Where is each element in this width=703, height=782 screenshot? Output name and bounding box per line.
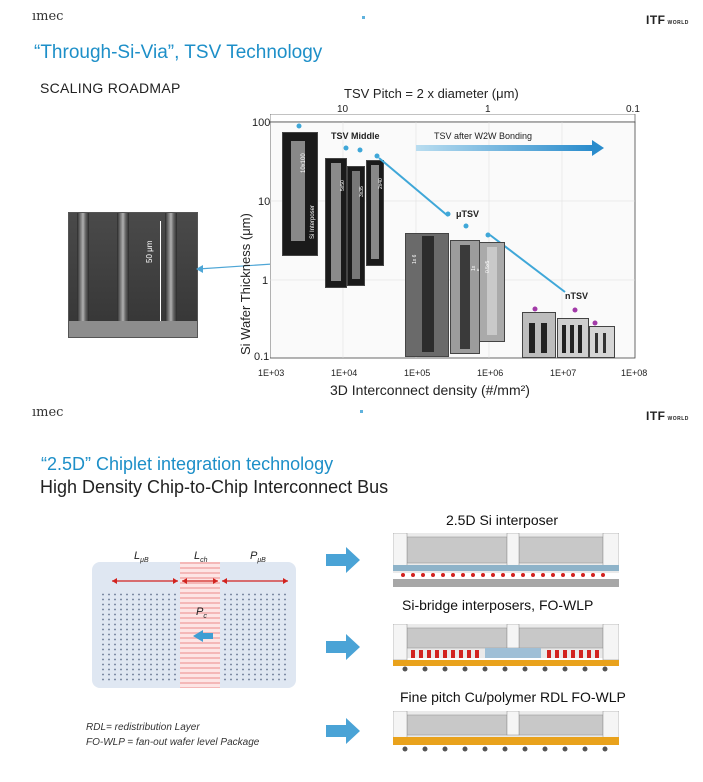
itf-logo-text-2: ITF (646, 409, 666, 423)
bus-dimension-lines (112, 578, 288, 642)
scale-bar (160, 221, 161, 321)
img-e-label: 1x 6 (412, 254, 418, 264)
bus-right-bumps (222, 592, 288, 682)
l-ch-label: Lch (194, 550, 208, 564)
arrow-3 (326, 718, 360, 744)
y-tick-10: 10 (258, 196, 271, 208)
x-tick-1e5: 1E+05 (404, 368, 431, 378)
x-tick-1e7: 1E+07 (550, 368, 577, 378)
caption-si-bridge: Si-bridge interposers, FO-WLP (402, 597, 594, 613)
arrow-2 (326, 634, 360, 660)
itf-logo-text: ITF (646, 13, 666, 27)
l-ub-sub: μB (140, 557, 149, 565)
via-fill (371, 165, 379, 259)
x-tick-1e4: 1E+04 (331, 368, 358, 378)
utsv-image-2: 1x 5 (450, 240, 483, 354)
x-tick-1e3: 1E+03 (258, 368, 285, 378)
itf-world-logo: ITF WORLD (646, 13, 689, 27)
tsv-pillar-2 (117, 213, 129, 325)
slide2-title: “2.5D” Chiplet integration technology (41, 454, 334, 474)
ntsv-image-3 (589, 326, 615, 358)
bus-left-bumps (100, 592, 178, 682)
ntsv-feature (541, 323, 547, 353)
caption-fine-pitch: Fine pitch Cu/polymer RDL FO-WLP (400, 689, 626, 705)
ntsv-feature (603, 333, 606, 353)
img-g-label: 0.5x5 (485, 260, 491, 273)
l-ub-label: LμB (134, 550, 149, 564)
micrograph-bottom-layer (69, 321, 197, 337)
y-tick-0-1: 0.1 (254, 351, 270, 363)
slide1-dot (362, 16, 365, 19)
via-fill (422, 236, 434, 352)
via-fill (352, 171, 360, 279)
itf-logo-small: WORLD (667, 20, 689, 26)
tsv-middle-image-2: 3x35 (347, 166, 365, 286)
top-axis-label: TSV Pitch = 2 x diameter (μm) (344, 86, 519, 101)
tsv-after-w2w-label: TSV after W2W Bonding (434, 131, 533, 141)
utsv-image-1: 1x 6 (405, 233, 449, 357)
y-axis-label: Si Wafer Thickness (μm) (238, 213, 253, 355)
y-tick-1: 1 (262, 275, 269, 287)
p-c-main: P (196, 606, 204, 618)
utsv-image-3: 0.5x5 (479, 242, 505, 342)
arrow-1 (326, 547, 360, 573)
si-interposer-image: Si Interposer 10x100 (282, 132, 318, 256)
slide1-subtitle: SCALING ROADMAP (40, 80, 181, 96)
note-fowlp: FO-WLP = fan-out wafer level Package (86, 737, 260, 748)
itf-world-logo-2: ITF WORLD (646, 409, 689, 423)
package-fine-pitch-rdl (393, 711, 619, 752)
p-c-label: Pc (196, 606, 207, 620)
top-tick-10: 10 (337, 104, 349, 115)
p-ub-main: P (250, 550, 258, 562)
package-si-interposer (393, 533, 619, 587)
bus-diagram: LμB Lch PμB Pc (92, 544, 296, 692)
utsv-label: μTSV (456, 209, 480, 219)
itf-logo-small-2: WORLD (667, 416, 689, 422)
tsv-middle-label: TSV Middle (331, 131, 380, 141)
imec-logo: ımec (32, 9, 64, 24)
via-fill (460, 245, 470, 349)
l-ch-main: L (194, 550, 201, 562)
p-ub-label: PμB (250, 550, 266, 564)
p-c-sub: c (203, 613, 207, 621)
ntsv-image-2 (557, 318, 589, 358)
l-ch-sub: ch (200, 557, 208, 565)
ntsv-feature (562, 325, 566, 353)
tsv-middle-image-1: 5x50 (325, 158, 347, 288)
si-interposer-via (291, 141, 305, 241)
y-tick-100: 100 (252, 117, 271, 129)
ntsv-image-1 (522, 312, 556, 358)
via-fill (487, 247, 497, 335)
x-tick-1e6: 1E+06 (477, 368, 504, 378)
ntsv-feature (570, 325, 574, 353)
x-axis-label: 3D Interconnect density (#/mm²) (330, 382, 530, 398)
x-tick-1e8: 1E+08 (621, 368, 648, 378)
slide2-subtitle: High Density Chip-to-Chip Interconnect B… (40, 477, 389, 497)
slide2-dot (360, 410, 363, 413)
note-rdl: RDL= redistribution Layer (86, 722, 200, 733)
ntsv-feature (595, 333, 598, 353)
ntsv-feature (529, 323, 535, 353)
scale-bar-label: 50 μm (145, 240, 154, 263)
tsv-pillar-3 (165, 213, 177, 325)
package-si-bridge (393, 624, 619, 672)
slide1-title: “Through-Si-Via”, TSV Technology (34, 42, 323, 63)
ntsv-feature (578, 325, 582, 353)
top-tick-1: 1 (485, 104, 491, 115)
l-ub-main: L (134, 550, 141, 562)
tsv-pillar-1 (77, 213, 89, 325)
via-fill (331, 163, 341, 281)
tsv-cross-section-micrograph: 50 μm (68, 212, 198, 338)
ntsv-label: nTSV (565, 291, 589, 301)
caption-si-interposer: 2.5D Si interposer (446, 512, 559, 528)
top-tick-0-1: 0.1 (626, 104, 640, 115)
p-ub-sub: μB (257, 557, 266, 565)
tsv-middle-image-3: 2x40 (366, 160, 384, 266)
imec-logo-2: ımec (32, 405, 64, 420)
